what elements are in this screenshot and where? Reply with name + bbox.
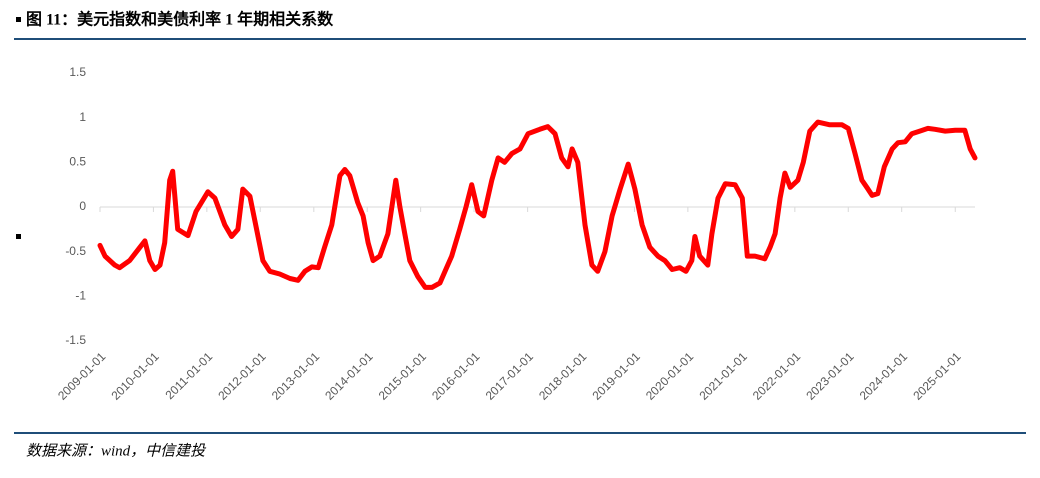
x-tick-label: 2017-01-01 (483, 349, 537, 403)
source-note: 数据来源：wind，中信建投 (26, 442, 207, 459)
y-tick-label: -1 (75, 289, 86, 303)
y-tick-label: -1.5 (65, 333, 86, 347)
x-tick-label: 2011-01-01 (163, 349, 216, 402)
x-tick-label: 2010-01-01 (108, 349, 162, 403)
x-tick-label: 2013-01-01 (269, 349, 323, 403)
y-tick-label: 1.5 (69, 65, 86, 79)
x-tick-label: 2009-01-01 (55, 349, 109, 403)
y-tick-label: -0.5 (65, 244, 86, 258)
x-tick-label: 2023-01-01 (803, 349, 857, 403)
data-line (97, 119, 978, 290)
x-tick-label: 2018-01-01 (536, 349, 590, 403)
x-tick-label: 2015-01-01 (376, 349, 430, 403)
x-tick-label: 2014-01-01 (322, 349, 376, 403)
x-tick-label: 2021-01-01 (696, 349, 750, 403)
x-tick-label: 2024-01-01 (857, 349, 911, 403)
y-tick-label: 1 (79, 110, 86, 124)
side-bullet (16, 234, 21, 239)
x-tick-label: 2025-01-01 (910, 349, 964, 403)
x-tick-label: 2016-01-01 (429, 349, 483, 403)
x-tick-label: 2022-01-01 (750, 349, 804, 403)
x-tick-label: 2012-01-01 (215, 349, 269, 403)
title-bullet (16, 17, 21, 22)
y-tick-label: 0.5 (69, 155, 86, 169)
x-tick-label: 2019-01-01 (590, 349, 644, 403)
x-tick-label: 2020-01-01 (643, 349, 697, 403)
chart-title: 图 11：美元指数和美债利率 1 年期相关系数 (26, 10, 334, 29)
y-tick-label: 0 (79, 199, 86, 213)
